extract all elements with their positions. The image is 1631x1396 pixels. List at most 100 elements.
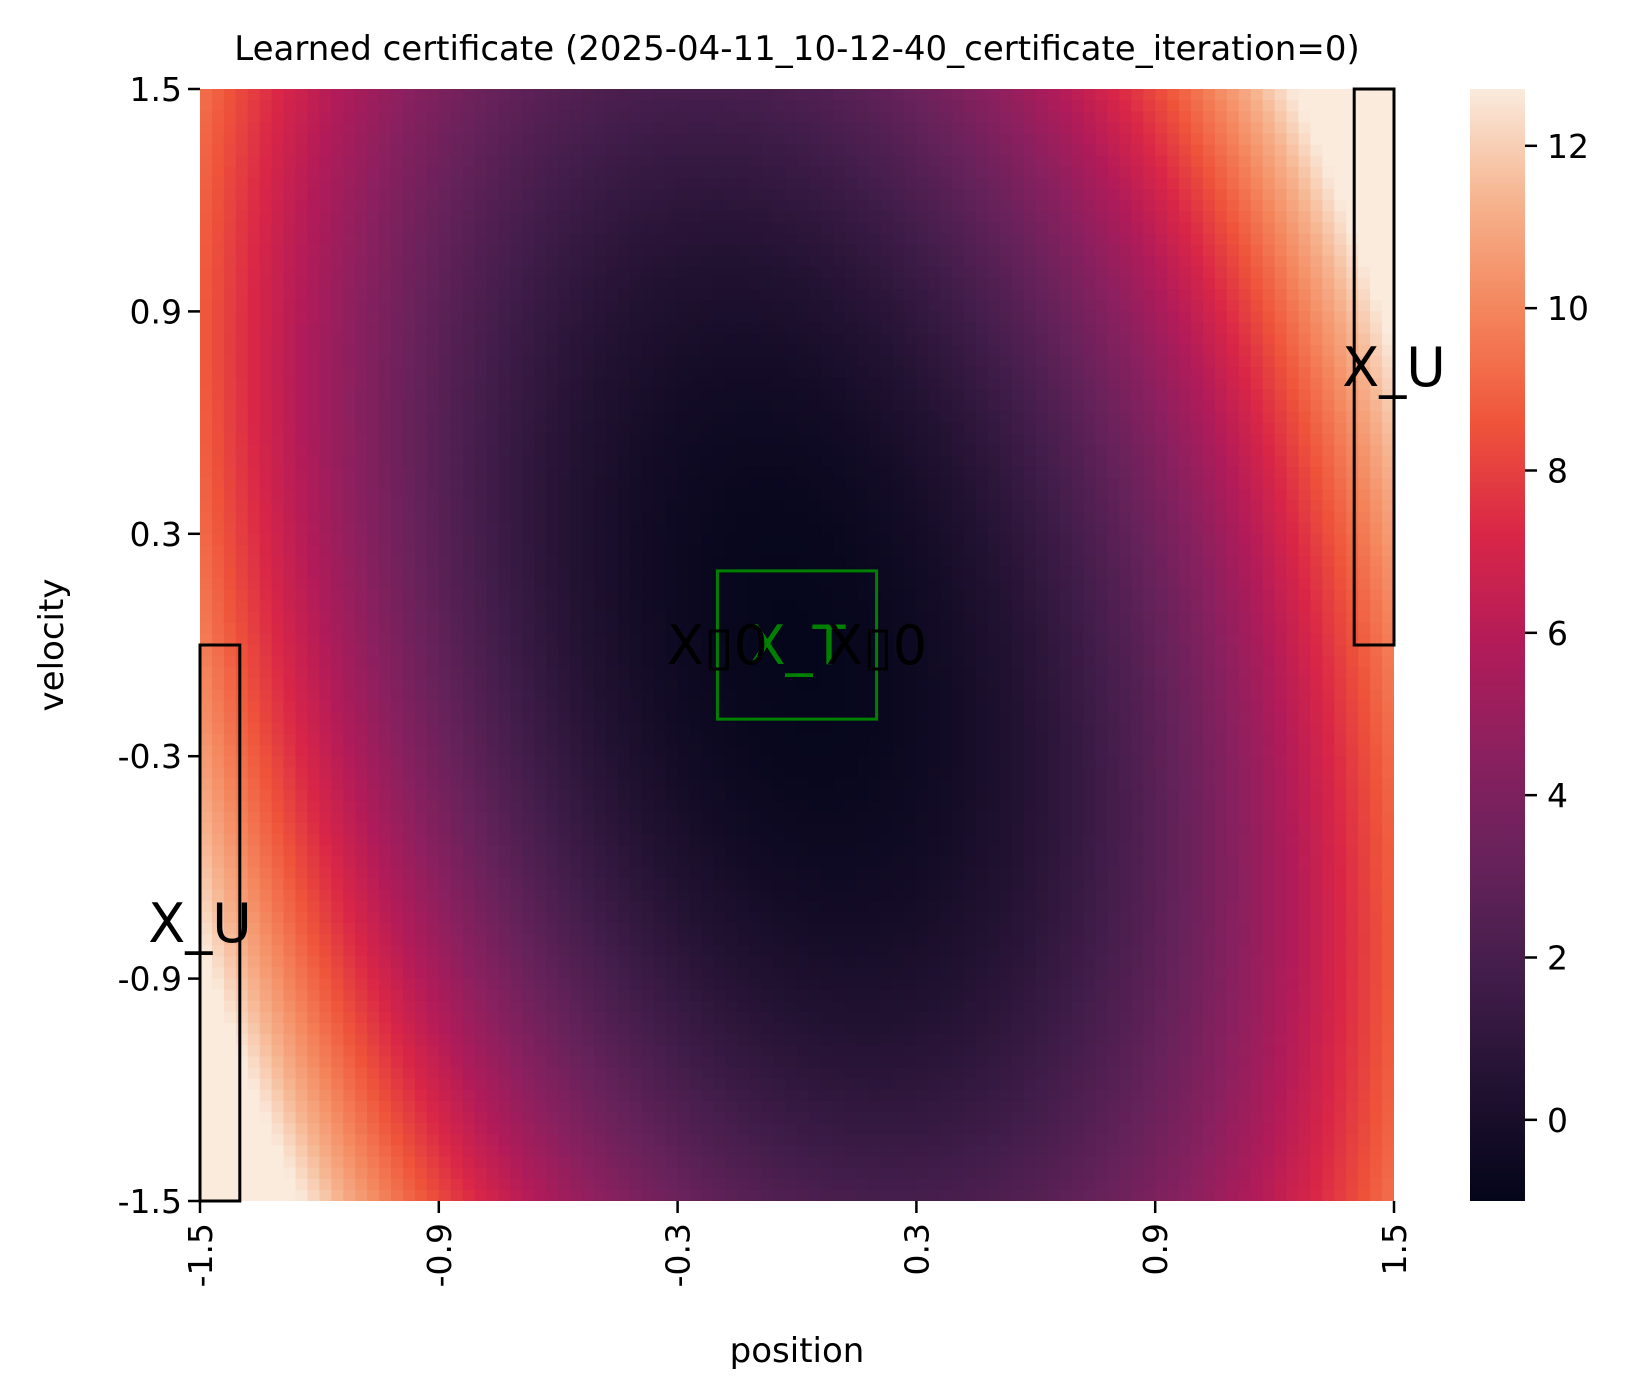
heatmap-cell (940, 567, 953, 579)
heatmap-cell (498, 500, 512, 513)
heatmap-cell (808, 344, 822, 357)
heatmap-cell (355, 522, 368, 535)
heatmap-cell (1011, 544, 1025, 557)
heatmap-cell (1011, 133, 1025, 146)
heatmap-cell (391, 355, 404, 368)
heatmap-cell (426, 133, 440, 146)
heatmap-cell (200, 266, 213, 279)
heatmap-cell (999, 478, 1013, 490)
heatmap-cell (331, 611, 344, 624)
heatmap-cell (1107, 100, 1120, 112)
heatmap-cell (988, 189, 1001, 201)
heatmap-cell (868, 278, 882, 290)
heatmap-cell (522, 166, 535, 179)
heatmap-cell (546, 122, 559, 135)
heatmap-cell (832, 133, 846, 146)
heatmap-cell (1298, 478, 1312, 490)
heatmap-cell (450, 100, 464, 112)
heatmap-cell (367, 622, 380, 635)
heatmap-cell (844, 322, 858, 335)
heatmap-cell (617, 533, 631, 546)
heatmap-cell (999, 111, 1013, 123)
heatmap-cell (653, 166, 667, 179)
heatmap-cell (653, 378, 667, 390)
heatmap-cell (773, 600, 786, 613)
heatmap-cell (1047, 89, 1061, 101)
heatmap-cell (868, 444, 882, 457)
heatmap-cell (271, 633, 285, 646)
heatmap-cell (1286, 478, 1300, 490)
heatmap-cell (749, 400, 762, 413)
heatmap-cell (1346, 378, 1359, 390)
heatmap-cell (832, 333, 846, 346)
heatmap-cell (605, 511, 619, 524)
heatmap-cell (916, 433, 929, 446)
heatmap-cell (307, 289, 320, 301)
heatmap-cell (1202, 633, 1216, 646)
heatmap-cell (844, 633, 858, 646)
heatmap-cell (379, 589, 392, 602)
heatmap-cell (319, 611, 332, 624)
heatmap-cell (1358, 400, 1371, 413)
heatmap-cell (1250, 611, 1264, 624)
heatmap-cell (558, 622, 571, 635)
heatmap-cell (510, 333, 523, 346)
heatmap-cell (1191, 533, 1204, 546)
heatmap-cell (1119, 500, 1132, 513)
heatmap-cell (808, 378, 822, 390)
heatmap-cell (379, 411, 392, 424)
heatmap-cell (594, 278, 607, 290)
heatmap-cell (1262, 544, 1276, 557)
heatmap-cell (976, 278, 989, 290)
heatmap-cell (307, 200, 320, 212)
heatmap-cell (522, 544, 535, 557)
heatmap-cell (1071, 89, 1085, 101)
heatmap-cell (1370, 544, 1383, 557)
heatmap-cell (999, 567, 1013, 579)
heatmap-cell (904, 567, 917, 579)
heatmap-cell (295, 411, 309, 424)
heatmap-cell (844, 278, 858, 290)
heatmap-cell (928, 177, 941, 190)
heatmap-cell (868, 433, 882, 446)
heatmap-cell (940, 166, 953, 179)
heatmap-cell (331, 400, 344, 413)
heatmap-cell (271, 511, 285, 524)
heatmap-cell (1071, 322, 1085, 335)
heatmap-cell (283, 244, 297, 257)
heatmap-cell (355, 589, 368, 602)
heatmap-cell (426, 222, 440, 235)
heatmap-cell (367, 378, 380, 390)
heatmap-cell (510, 211, 523, 224)
heatmap-cell (450, 355, 464, 368)
heatmap-cell (1334, 255, 1347, 268)
heatmap-cell (641, 300, 655, 312)
heatmap-cell (486, 522, 500, 535)
heatmap-cell (701, 433, 715, 446)
heatmap-cell (785, 133, 798, 146)
heatmap-cell (1095, 300, 1109, 312)
heatmap-cell (1095, 211, 1109, 224)
heatmap-cell (522, 567, 535, 579)
heatmap-cell (761, 411, 774, 424)
heatmap-cell (1262, 166, 1276, 179)
heatmap-cell (391, 467, 404, 479)
heatmap-cell (355, 400, 368, 413)
heatmap-cell (689, 389, 703, 401)
heatmap-cell (677, 433, 691, 446)
heatmap-cell (1155, 333, 1168, 346)
heatmap-cell (1286, 467, 1300, 479)
heatmap-cell (223, 589, 237, 602)
heatmap-cell (725, 556, 738, 568)
heatmap-cell (582, 177, 595, 190)
heatmap-cell (1167, 444, 1180, 457)
heatmap-cell (1238, 222, 1252, 235)
heatmap-cell (1119, 177, 1132, 190)
heatmap-cell (414, 500, 428, 513)
heatmap-cell (1059, 289, 1073, 301)
heatmap-cell (534, 278, 547, 290)
heatmap-cell (283, 489, 297, 502)
heatmap-cell (1143, 289, 1156, 301)
heatmap-cell (402, 400, 416, 413)
heatmap-cell (1382, 444, 1394, 457)
